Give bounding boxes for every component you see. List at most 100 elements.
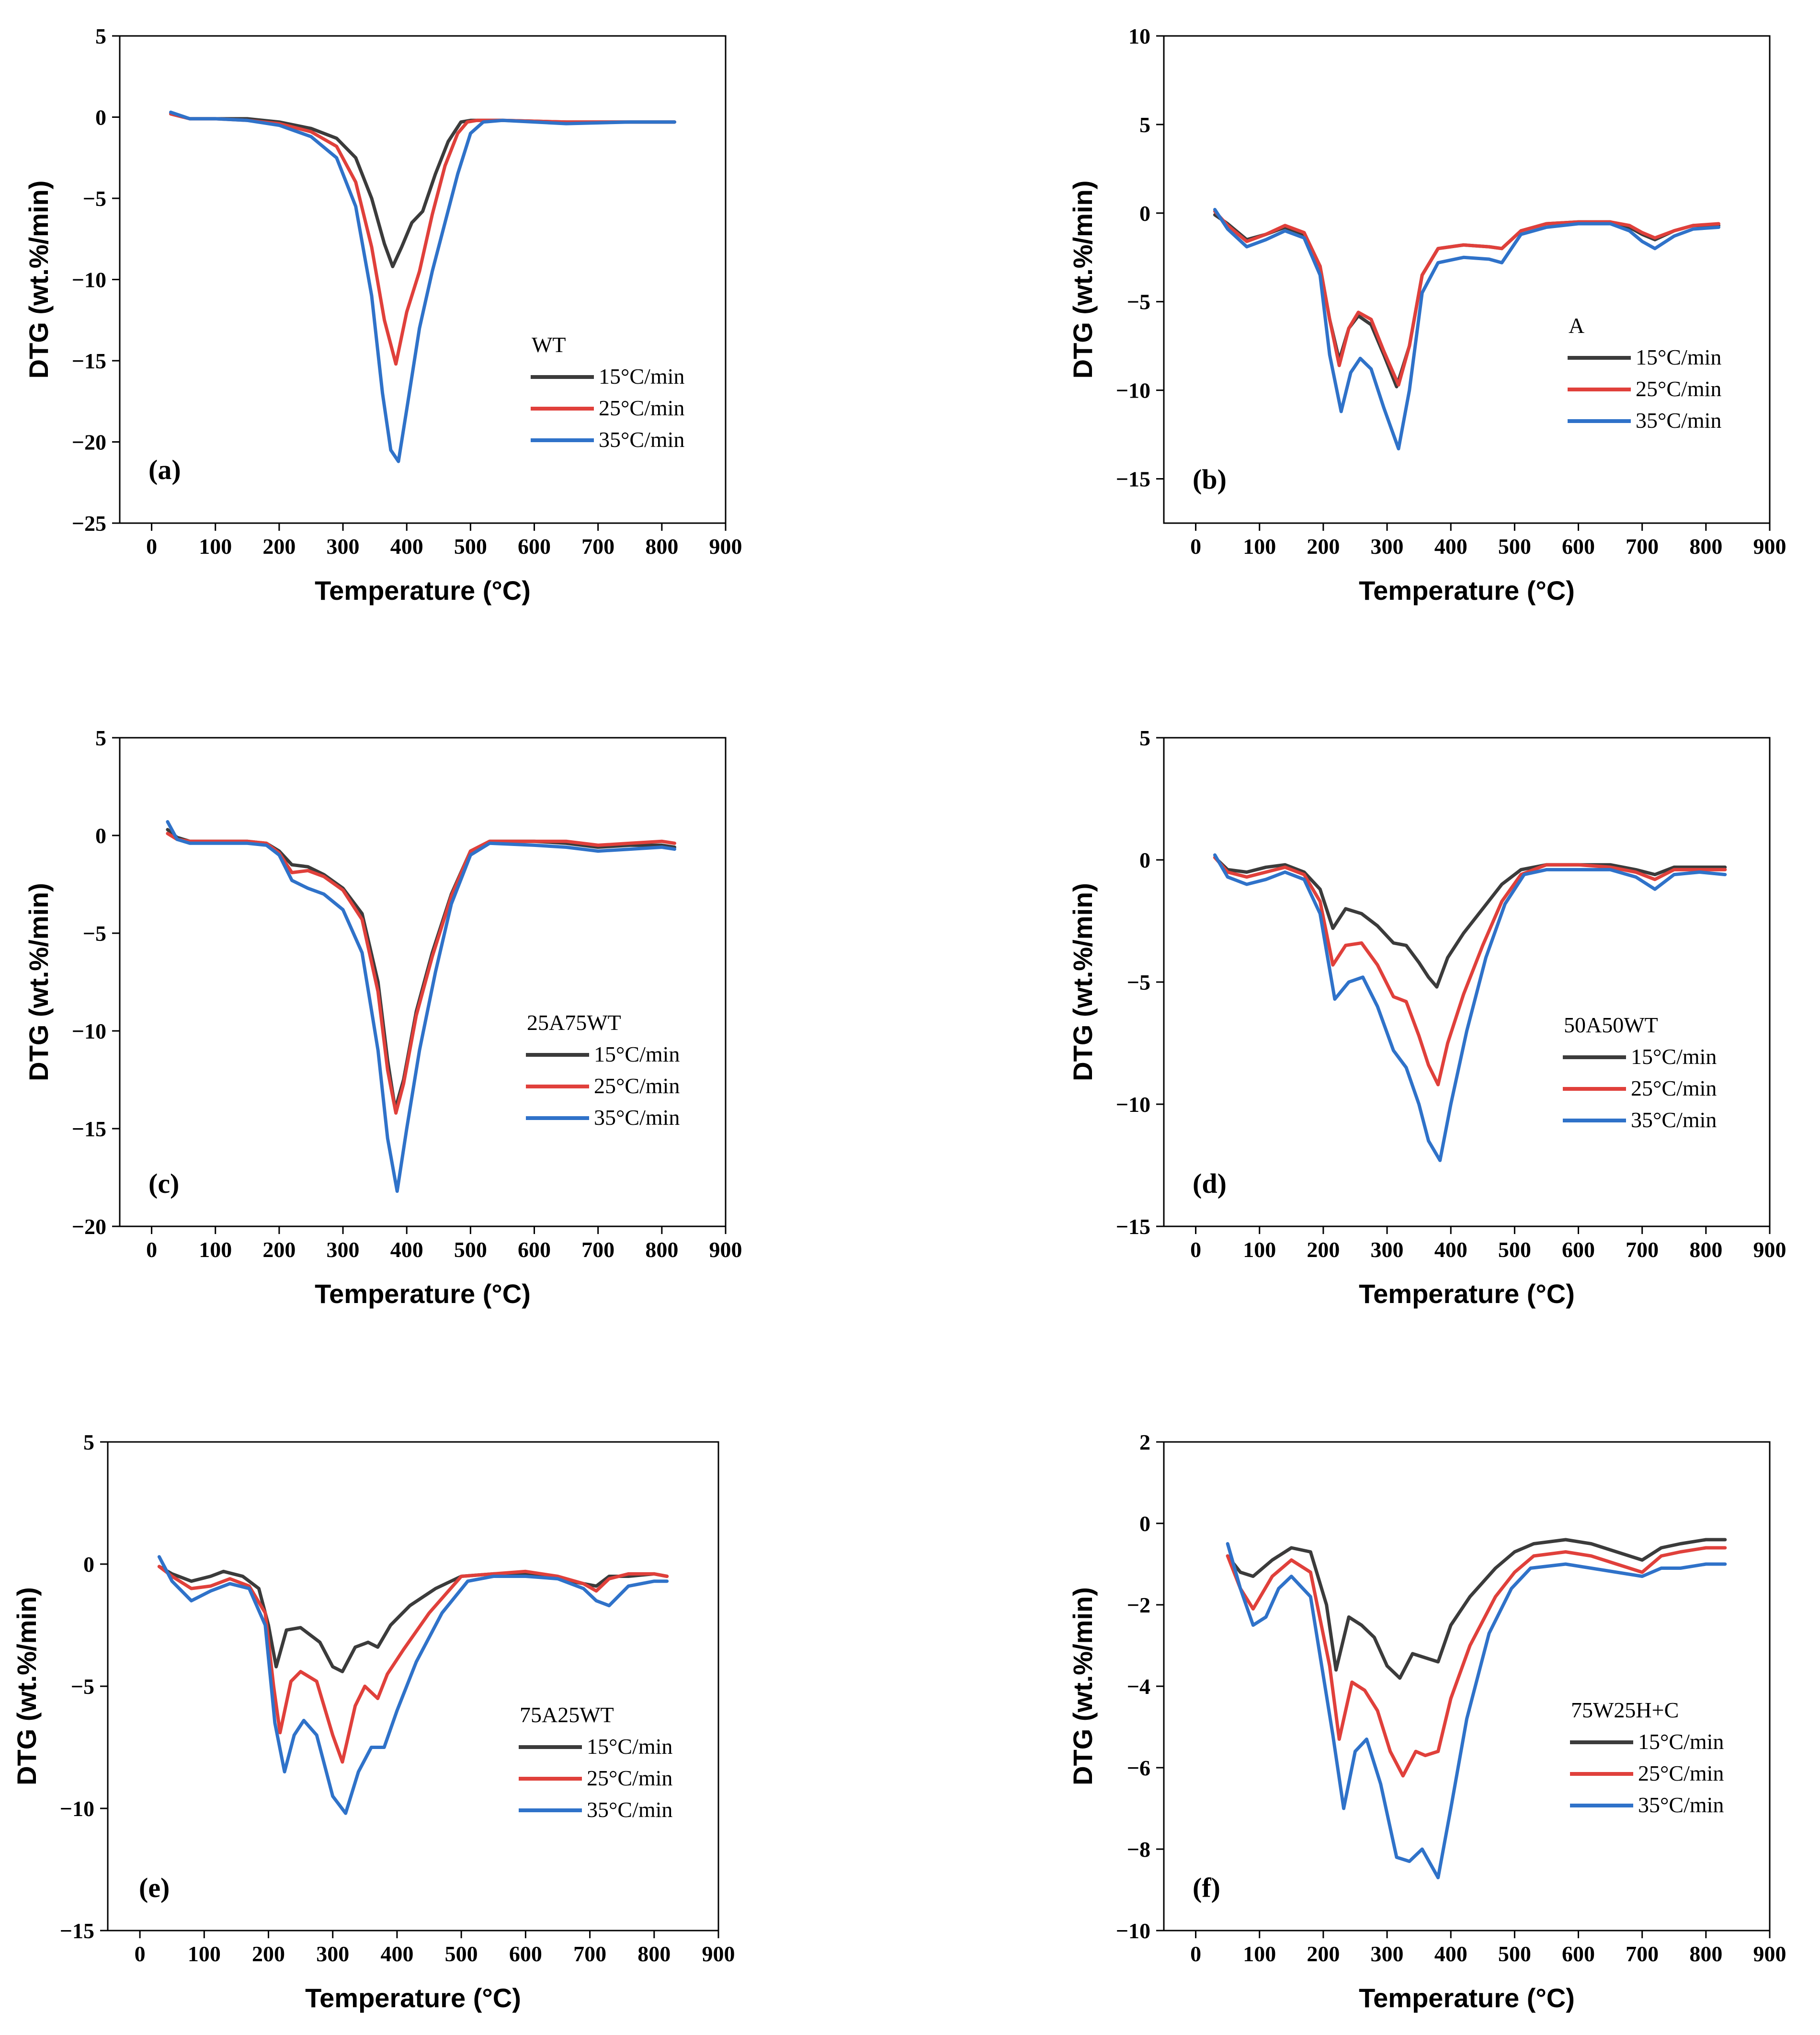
legend-label: 25°C/min [587, 1766, 672, 1790]
panel-a: 0 100 200 300 400 500 600 700 800 900 5 0 −5 −10 −15 −2… [23, 24, 742, 606]
x-tick-label: 200 [262, 1237, 296, 1262]
y-tick-label: 0 [95, 105, 106, 130]
y-tick-label: −5 [83, 921, 106, 946]
y-tick-label: −5 [1127, 970, 1150, 995]
x-tick-label: 800 [645, 534, 678, 559]
x-axis-title: Temperature (°C) [305, 1983, 521, 2013]
y-tick-label: −20 [72, 430, 106, 455]
series-line-35c-per-min [1213, 207, 1720, 451]
series-line-25c-per-min [157, 1565, 669, 1764]
x-tick-label: 700 [1626, 1942, 1659, 1966]
y-axis-title: DTG (wt.%/min) [1068, 181, 1098, 379]
x-tick-label: 800 [645, 1237, 678, 1262]
y-tick-label: −6 [1127, 1756, 1150, 1780]
y-tick-label: −10 [72, 1019, 106, 1043]
panel-b: 0 100 200 300 400 500 600 700 800 900 10 5 0 −5 −10 −15… [1068, 24, 1786, 606]
series-line-25c-per-min [169, 112, 676, 366]
legend-label: 35°C/min [1636, 408, 1721, 433]
x-tick-label: 600 [509, 1942, 542, 1966]
series-line-15c-per-min [1213, 856, 1727, 989]
x-tick-label: 900 [1753, 1237, 1786, 1262]
legend-label: 15°C/min [587, 1734, 672, 1759]
x-tick-label: 0 [135, 1942, 146, 1966]
x-tick-label: 400 [390, 1237, 423, 1262]
x-tick-label: 600 [518, 534, 551, 559]
x-tick-label: 500 [454, 534, 487, 559]
legend-label: 25°C/min [594, 1074, 680, 1098]
x-tick-label: 800 [637, 1942, 671, 1966]
x-axis-title: Temperature (°C) [315, 1279, 531, 1309]
x-tick-label: 100 [1243, 1942, 1276, 1966]
legend-label: 35°C/min [594, 1105, 680, 1130]
x-tick-label: 0 [146, 534, 157, 559]
legend-label: 35°C/min [1638, 1793, 1724, 1817]
series-line-15c-per-min [1226, 1538, 1727, 1680]
y-tick-label: −10 [60, 1796, 94, 1821]
panel-f: 0 100 200 300 400 500 600 700 800 900 2 0 −2 −4 −6 −8 −1… [1068, 1430, 1786, 2013]
panel-label: (c) [148, 1168, 179, 1199]
panel-label: (f) [1193, 1872, 1220, 1903]
y-tick-label: −5 [1127, 290, 1150, 314]
panel-label: (a) [148, 454, 181, 485]
series-line-35c-per-min [157, 1555, 669, 1815]
legend-title: WT [532, 332, 566, 357]
y-tick-label: −15 [1116, 1214, 1150, 1239]
x-axis-title: Temperature (°C) [315, 575, 531, 606]
x-tick-label: 300 [316, 1942, 349, 1966]
x-tick-label: 700 [573, 1942, 606, 1966]
y-axis-title: DTG (wt.%/min) [11, 1587, 42, 1785]
y-tick-label: 5 [1139, 113, 1150, 137]
x-tick-label: 800 [1689, 1942, 1722, 1966]
y-tick-label: −15 [72, 1117, 106, 1141]
plot-frame [107, 1441, 719, 1932]
y-tick-label: 0 [83, 1552, 94, 1577]
y-tick-label: −4 [1127, 1674, 1150, 1699]
series-line-35c-per-min [166, 820, 676, 1193]
series-line-25c-per-min [1213, 209, 1720, 387]
x-tick-label: 500 [1498, 534, 1531, 559]
series-line-35c-per-min [169, 110, 676, 463]
x-tick-label: 400 [1434, 1237, 1467, 1262]
y-tick-label: −15 [72, 349, 106, 373]
series-line-15c-per-min [166, 828, 676, 1111]
legend-label: 15°C/min [599, 364, 684, 389]
legend-label: 15°C/min [1636, 345, 1721, 369]
y-tick-label: 5 [95, 726, 106, 750]
y-tick-label: −15 [60, 1919, 94, 1943]
y-tick-label: 0 [95, 823, 106, 848]
y-tick-label: −25 [72, 511, 106, 536]
series-line-35c-per-min [1213, 853, 1727, 1162]
x-tick-label: 200 [1307, 1237, 1340, 1262]
x-tick-label: 800 [1689, 534, 1722, 559]
x-tick-label: 200 [252, 1942, 285, 1966]
legend-label: 15°C/min [1638, 1729, 1724, 1754]
plot-frame [119, 737, 727, 1227]
x-tick-label: 500 [454, 1237, 487, 1262]
series-line-25c-per-min [1213, 856, 1727, 1086]
x-tick-label: 400 [1434, 534, 1467, 559]
x-tick-label: 0 [1190, 1942, 1201, 1966]
x-tick-label: 0 [1190, 534, 1201, 559]
x-tick-label: 900 [702, 1942, 735, 1966]
x-tick-label: 300 [1371, 1942, 1404, 1966]
x-tick-label: 500 [1498, 1237, 1531, 1262]
legend-label: 35°C/min [1631, 1108, 1717, 1132]
x-tick-label: 900 [709, 1237, 742, 1262]
y-tick-label: −20 [72, 1214, 106, 1239]
x-tick-label: 0 [146, 1237, 157, 1262]
x-tick-label: 600 [1562, 534, 1595, 559]
x-tick-label: 200 [1307, 1942, 1340, 1966]
legend-label: 15°C/min [1631, 1044, 1717, 1069]
legend-title: 75A25WT [520, 1703, 614, 1727]
y-tick-label: 5 [95, 24, 106, 48]
y-tick-label: 5 [1139, 726, 1150, 750]
series-line-35c-per-min [1226, 1542, 1727, 1879]
panel-e: 0 100 200 300 400 500 600 700 800 900 5 0 −5 −10 −15 Te… [11, 1430, 735, 2013]
y-tick-label: −2 [1127, 1593, 1150, 1617]
y-tick-label: −8 [1127, 1837, 1150, 1862]
y-tick-label: 10 [1128, 24, 1150, 48]
y-tick-label: 0 [1139, 201, 1150, 226]
legend-label: 15°C/min [594, 1042, 680, 1066]
x-tick-label: 0 [1190, 1237, 1201, 1262]
